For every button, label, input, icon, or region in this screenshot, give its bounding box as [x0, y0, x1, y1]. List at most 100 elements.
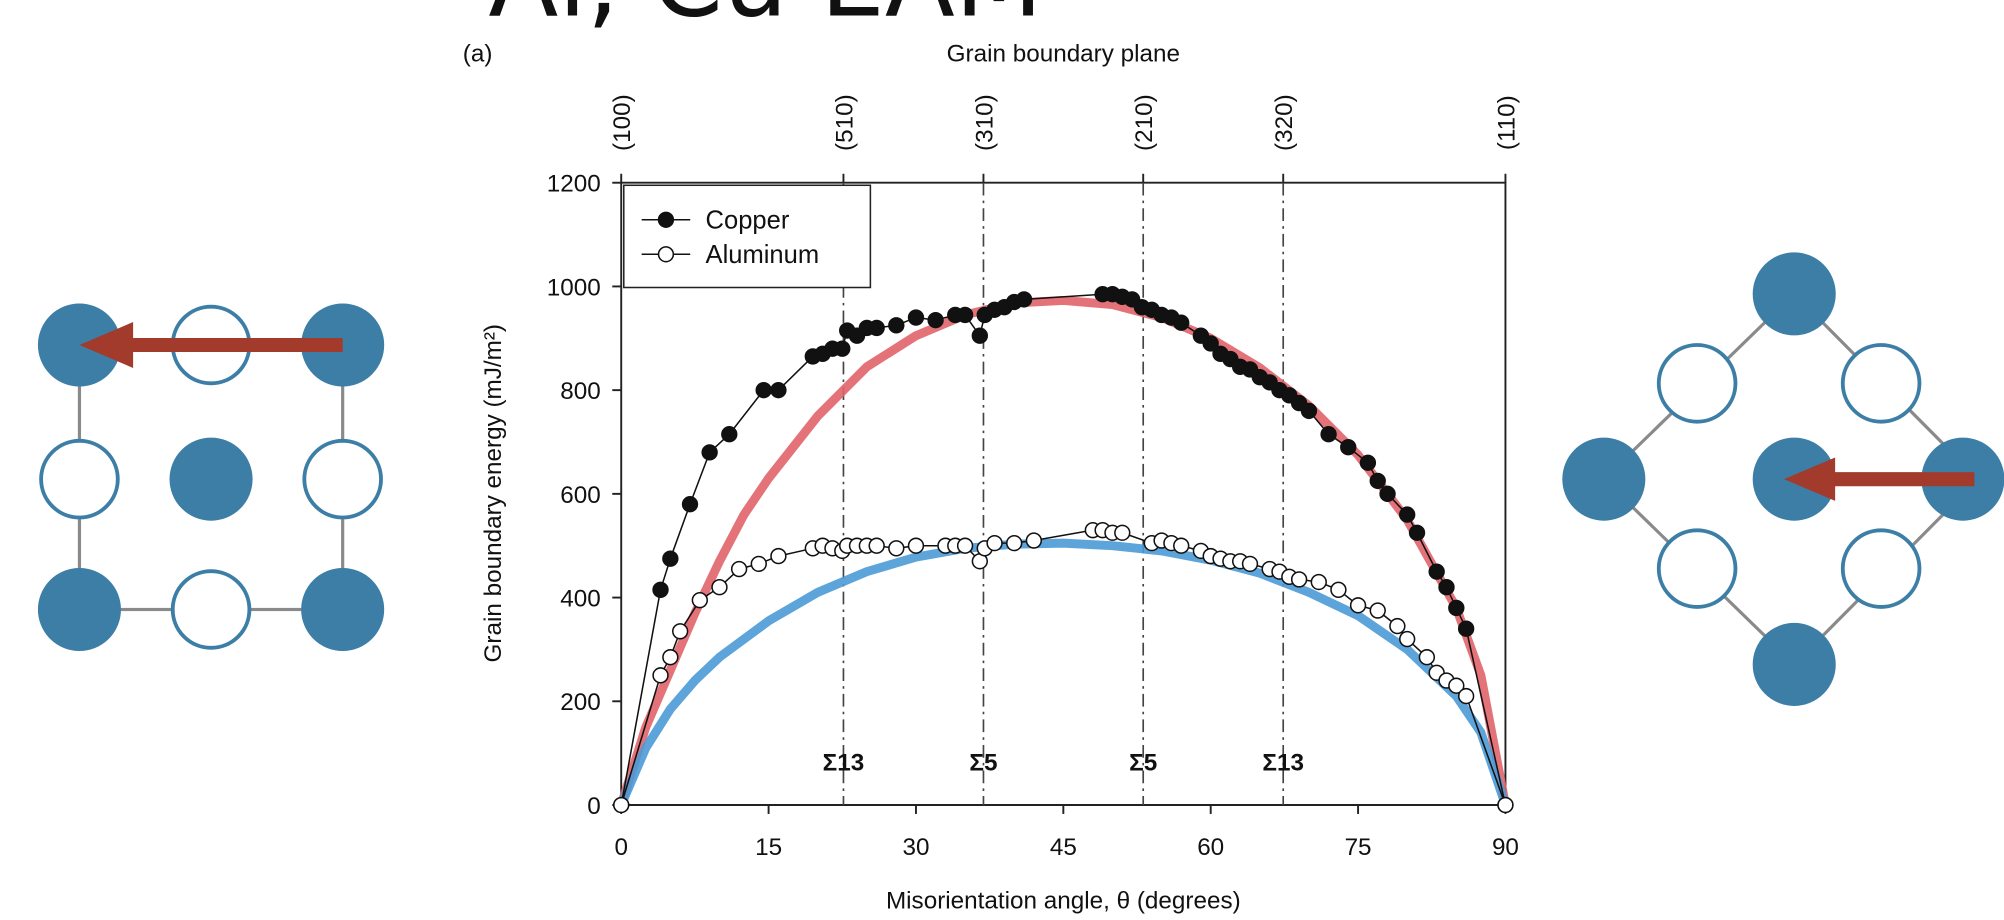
data-point	[1310, 573, 1327, 591]
data-point	[770, 381, 787, 399]
data-point	[1399, 630, 1416, 648]
data-point	[1006, 534, 1023, 552]
data-point	[1418, 649, 1436, 666]
data-point	[1359, 454, 1377, 471]
y-tick-label: 400	[560, 586, 600, 613]
diamond-lattice-diagram	[1562, 252, 2004, 706]
data-point	[907, 537, 925, 554]
series-line	[620, 529, 1507, 806]
top-tick-label: (100)	[609, 94, 636, 151]
data-point	[701, 444, 718, 461]
data-point	[986, 534, 1003, 552]
data-point	[1457, 687, 1475, 705]
atom	[1562, 437, 1646, 521]
data-point	[1340, 439, 1357, 456]
fit-curve	[616, 295, 1510, 807]
legend-box	[623, 184, 872, 289]
open-atom	[1840, 343, 1922, 424]
data-point	[1202, 335, 1219, 352]
data-point	[1173, 537, 1190, 554]
data-point	[662, 649, 679, 666]
data-point	[1173, 314, 1190, 331]
data-point	[868, 319, 885, 337]
open-atom	[302, 438, 383, 520]
open-atom	[1840, 528, 1922, 609]
data-point	[1438, 579, 1455, 596]
data-point	[721, 426, 738, 443]
data-point	[1428, 563, 1445, 580]
data-point	[1497, 796, 1514, 814]
y-tick-label: 0	[587, 793, 601, 820]
data-point	[1389, 617, 1406, 635]
open-atom	[1656, 343, 1738, 424]
x-tick-label: 15	[755, 834, 782, 861]
y-tick-label: 800	[560, 378, 600, 405]
data-point	[888, 317, 905, 334]
data-point	[770, 547, 787, 565]
legend-marker	[657, 211, 675, 228]
atom	[301, 567, 385, 652]
open-atom	[1656, 528, 1738, 609]
data-point	[730, 560, 748, 578]
data-point	[1241, 555, 1259, 573]
data-point	[1300, 402, 1318, 420]
data-point	[1015, 291, 1033, 308]
reference-label: Σ13	[823, 749, 865, 776]
data-point	[971, 327, 989, 344]
data-point	[1399, 506, 1416, 523]
x-tick-label: 45	[1050, 834, 1077, 861]
atom	[1752, 622, 1836, 706]
data-point	[652, 581, 669, 598]
data-point	[956, 537, 974, 554]
open-atom	[39, 438, 120, 520]
data-point	[927, 311, 944, 329]
legend-label: Aluminum	[706, 241, 820, 269]
data-point	[1114, 524, 1131, 541]
panel-label: (a)	[463, 40, 493, 67]
data-point	[613, 796, 630, 814]
arrow-head	[1784, 457, 1836, 501]
data-point	[1290, 571, 1308, 588]
atom	[1752, 252, 1836, 336]
legend-marker	[657, 246, 675, 263]
open-atom	[170, 569, 252, 650]
square-lattice-diagram	[37, 303, 385, 652]
x-tick-label: 30	[902, 834, 929, 861]
top-tick-label: (310)	[971, 94, 998, 151]
y-tick-label: 1000	[547, 274, 601, 301]
series-line	[620, 293, 1507, 806]
slide-title: Al, Cu EAM	[488, 0, 1043, 40]
y-axis-label: Grain boundary energy (mJ/m²)	[480, 324, 507, 663]
atom	[169, 437, 253, 521]
x-tick-label: 0	[614, 834, 628, 861]
data-point	[691, 591, 708, 609]
data-point	[1379, 485, 1396, 503]
x-tick-label: 90	[1492, 834, 1519, 861]
top-tick-label: (110)	[1493, 95, 1520, 150]
data-point	[888, 540, 905, 557]
data-point	[1320, 426, 1337, 443]
data-point	[711, 579, 728, 596]
data-point	[1457, 620, 1475, 637]
y-tick-label: 1200	[547, 171, 601, 198]
reference-label: Σ13	[1262, 749, 1304, 776]
top-tick-label: (210)	[1131, 94, 1158, 151]
data-point	[1349, 597, 1367, 614]
reference-label: Σ5	[1129, 749, 1157, 776]
x-tick-label: 75	[1345, 834, 1372, 861]
x-axis-label: Misorientation angle, θ (degrees)	[886, 887, 1241, 914]
data-point	[755, 381, 772, 399]
data-point	[652, 667, 669, 684]
data-point	[1408, 524, 1426, 541]
data-point	[1369, 472, 1386, 490]
data-point	[907, 309, 925, 326]
data-point	[662, 550, 679, 567]
data-point	[1369, 602, 1386, 619]
top-axis-title: Grain boundary plane	[947, 40, 1180, 67]
top-tick-label: (320)	[1271, 94, 1298, 151]
data-point	[750, 555, 767, 573]
data-point	[956, 306, 974, 324]
data-point	[1448, 599, 1465, 617]
